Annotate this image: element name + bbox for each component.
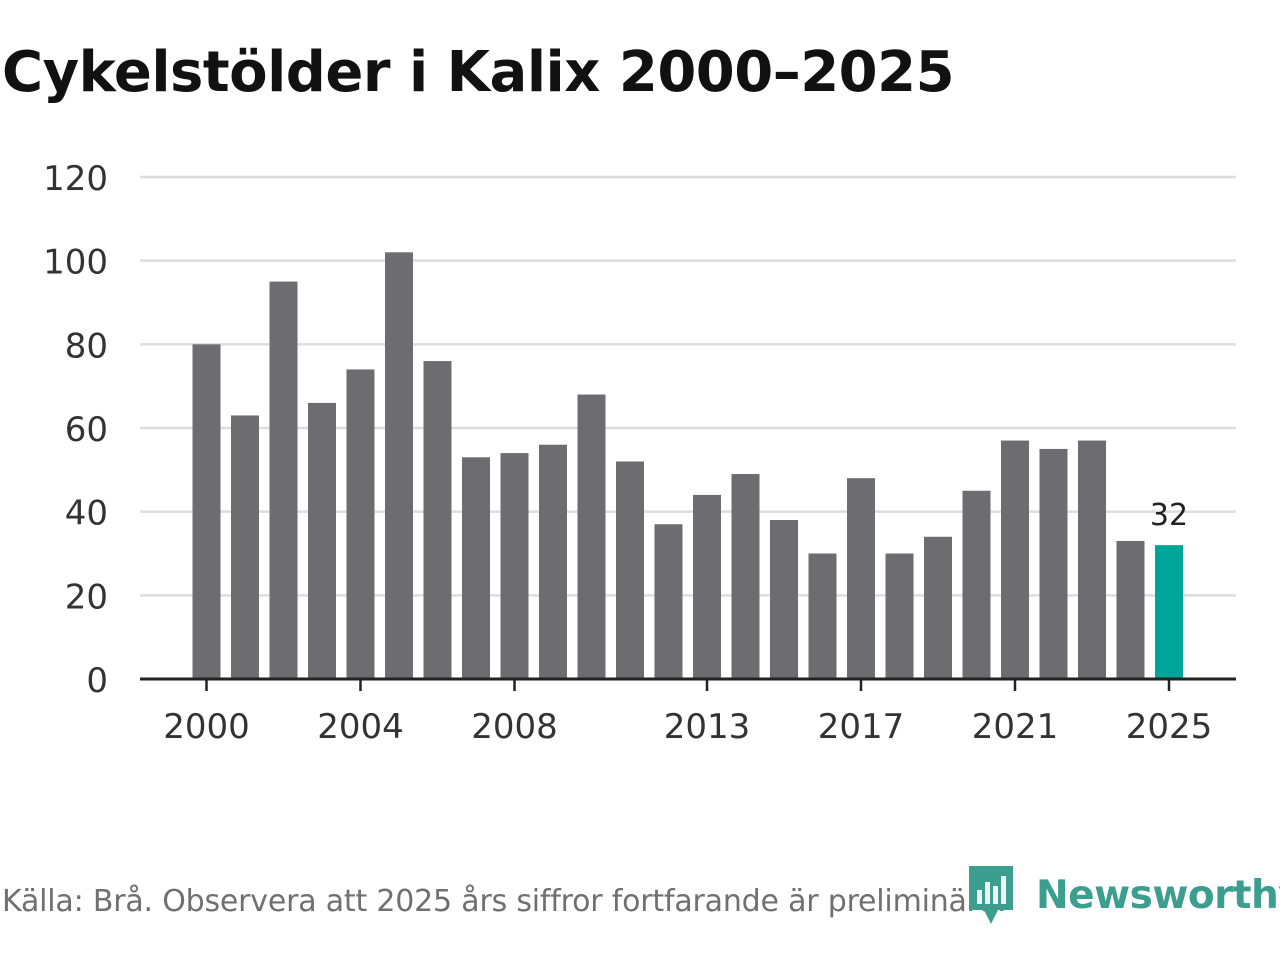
bar-2012[interactable] xyxy=(654,524,683,679)
bar-2011[interactable] xyxy=(616,461,644,679)
bars xyxy=(192,252,1183,680)
bar-2005[interactable] xyxy=(385,252,413,680)
x-tick-label: 2021 xyxy=(972,707,1059,747)
y-tick-label: 20 xyxy=(65,577,108,617)
bar-2014[interactable] xyxy=(731,474,760,679)
x-tick-label: 2025 xyxy=(1126,707,1213,747)
bar-2003[interactable] xyxy=(308,402,336,679)
bar-2008[interactable] xyxy=(500,453,529,679)
x-tick-label: 2013 xyxy=(664,707,751,747)
chart-title: Cykelstölder i Kalix 2000–2025 xyxy=(2,40,955,105)
bar-2002[interactable] xyxy=(269,281,298,679)
bar-2023[interactable] xyxy=(1078,440,1106,679)
bar-2018[interactable] xyxy=(885,553,914,680)
y-axis-ticks: 0 20 40 60 80 100 120 xyxy=(43,159,108,701)
data-label-2025: 32 xyxy=(1150,498,1188,533)
bar-2022[interactable] xyxy=(1039,448,1068,679)
bar-2004[interactable] xyxy=(346,369,375,679)
bar-2024[interactable] xyxy=(1116,540,1145,679)
x-axis-ticks: 2000 2004 2008 2013 2017 2021 2025 xyxy=(163,679,1212,747)
bar-2025[interactable] xyxy=(1155,545,1183,679)
bar-2016[interactable] xyxy=(808,553,837,680)
x-tick-label: 2004 xyxy=(317,707,404,747)
bar-2020[interactable] xyxy=(962,490,991,679)
bar-2000[interactable] xyxy=(192,344,221,679)
bar-2009[interactable] xyxy=(539,444,567,679)
bar-2001[interactable] xyxy=(231,415,259,679)
source-footnote: Källa: Brå. Observera att 2025 års siffr… xyxy=(2,884,1007,919)
bar-2017[interactable] xyxy=(847,478,875,679)
gridlines xyxy=(140,175,1236,597)
y-tick-label: 100 xyxy=(43,243,108,283)
data-labels: 32 xyxy=(1150,498,1188,533)
x-tick-label: 2017 xyxy=(818,707,905,747)
y-tick-label: 0 xyxy=(86,661,108,701)
y-tick-label: 60 xyxy=(65,410,108,450)
x-tick-label: 2000 xyxy=(163,707,250,747)
newsworthy-logo-icon xyxy=(969,866,1013,924)
y-tick-label: 80 xyxy=(65,326,108,366)
bar-chart: 0 20 40 60 80 100 120 2000 2004 2008 2013 2017 2021… xyxy=(43,159,1236,747)
bar-2015[interactable] xyxy=(770,520,798,679)
bar-2021[interactable] xyxy=(1001,440,1029,679)
bar-2019[interactable] xyxy=(924,536,952,679)
bar-2007[interactable] xyxy=(462,457,490,679)
x-tick-label: 2008 xyxy=(471,707,558,747)
brand-name: Newsworthy xyxy=(1036,872,1280,918)
newsworthy-brand[interactable]: Newsworthy xyxy=(966,864,1280,926)
bar-2013[interactable] xyxy=(693,494,721,679)
y-tick-label: 40 xyxy=(65,494,108,534)
bar-2010[interactable] xyxy=(577,394,606,679)
bar-2006[interactable] xyxy=(423,361,452,679)
y-tick-label: 120 xyxy=(43,159,108,199)
